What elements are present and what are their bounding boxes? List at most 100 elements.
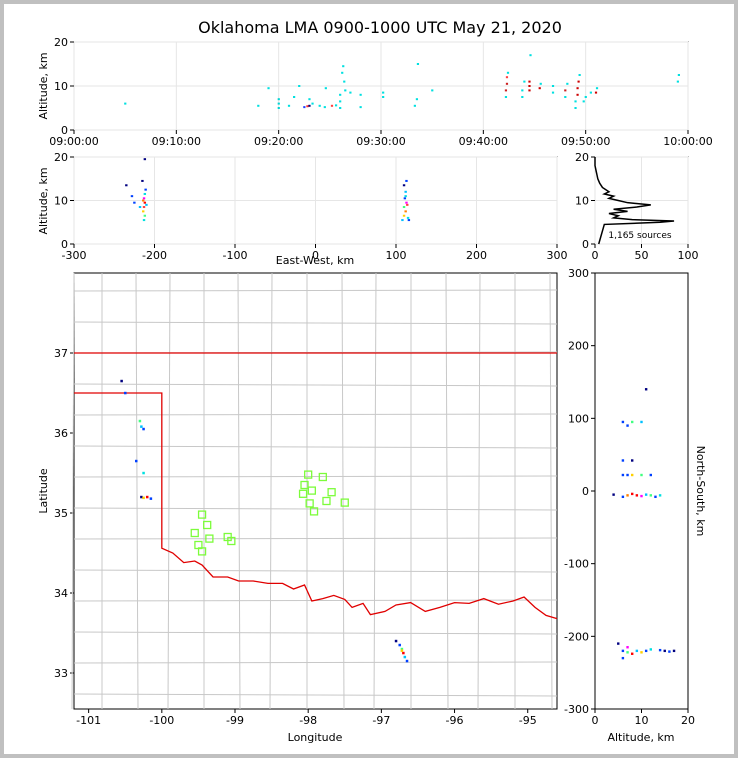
source-point xyxy=(505,82,509,85)
x-tick-label: -300 xyxy=(62,249,87,262)
source-point xyxy=(584,96,587,98)
source-point xyxy=(521,89,524,92)
source-point xyxy=(431,89,434,92)
station-marker xyxy=(298,489,308,498)
source-point xyxy=(668,650,671,653)
source-point xyxy=(144,188,147,191)
y-tick-label: 0 xyxy=(61,238,68,251)
source-point xyxy=(626,424,629,427)
source-point xyxy=(402,214,406,217)
y-tick-label: 300 xyxy=(568,267,589,280)
source-point xyxy=(277,102,280,105)
source-point xyxy=(142,197,146,200)
source-point xyxy=(143,214,147,217)
source-point xyxy=(145,495,149,499)
y-tick-label: 36 xyxy=(54,427,68,440)
altitude-ns-ylabel: North-South, km xyxy=(694,446,707,537)
y-tick-label: -200 xyxy=(564,630,589,643)
time-altitude-points xyxy=(124,54,680,109)
tick-group: 0 50 100 0 10 20 xyxy=(575,151,699,262)
source-point xyxy=(339,93,342,96)
source-point xyxy=(405,659,409,663)
source-point xyxy=(578,74,581,76)
county-line xyxy=(73,693,558,697)
y-tick-label: 20 xyxy=(54,36,68,49)
county-line xyxy=(237,272,241,710)
y-tick-label: 34 xyxy=(54,587,68,600)
y-tick-label: 10 xyxy=(575,195,589,208)
x-tick-label: 09:30:00 xyxy=(356,135,405,148)
y-tick-label: 100 xyxy=(568,412,589,425)
x-tick-label: -96 xyxy=(446,714,464,727)
source-point xyxy=(595,87,599,90)
county-line xyxy=(167,272,171,710)
source-point xyxy=(504,89,508,92)
source-point xyxy=(621,495,625,499)
x-tick-label: 50 xyxy=(635,249,649,262)
x-tick-label: 09:40:00 xyxy=(459,135,508,148)
source-point xyxy=(124,102,127,105)
altitude-ns-axes xyxy=(594,272,689,710)
source-point xyxy=(415,98,419,101)
source-point xyxy=(635,494,639,497)
source-point xyxy=(663,649,666,653)
station-marker xyxy=(197,547,207,556)
county-line xyxy=(269,272,273,710)
source-point xyxy=(505,76,509,79)
x-tick-label: -99 xyxy=(226,714,244,727)
map-source-points xyxy=(120,379,409,663)
y-tick-label: 20 xyxy=(575,151,589,164)
x-tick-label: 09:20:00 xyxy=(254,135,303,148)
source-point xyxy=(621,459,625,462)
map-ylabel: Latitude xyxy=(37,468,50,514)
source-point xyxy=(142,496,145,500)
source-point xyxy=(402,651,405,655)
x-tick-label: 100 xyxy=(678,249,699,262)
source-point xyxy=(506,71,510,74)
county-line xyxy=(73,537,558,540)
source-point xyxy=(631,420,634,424)
map-xlabel: Longitude xyxy=(288,731,343,744)
source-point xyxy=(142,219,146,222)
source-point xyxy=(339,107,342,109)
county-line xyxy=(71,272,75,710)
y-tick-label: 20 xyxy=(54,151,68,164)
x-tick-label: 0 xyxy=(592,714,599,727)
source-point xyxy=(631,459,634,462)
county-line xyxy=(73,475,558,478)
x-tick-label: 09:00:00 xyxy=(49,135,98,148)
county-line xyxy=(477,272,481,710)
source-point xyxy=(649,648,652,651)
station-marker xyxy=(305,499,314,508)
lma-figure: Oklahoma LMA 0900-1000 UTC May 21, 2020 … xyxy=(37,18,713,744)
source-point xyxy=(398,643,401,647)
time-altitude-panel: Altitude, km 09:00:00 09:10:00 09:20:00 09:… xyxy=(37,36,713,148)
source-point xyxy=(626,494,629,497)
source-count: 1,165 sources xyxy=(608,231,672,241)
source-point xyxy=(140,495,143,499)
source-point xyxy=(617,642,620,645)
x-tick-label: 09:10:00 xyxy=(152,135,201,148)
x-tick-label: 20 xyxy=(681,714,695,727)
source-point xyxy=(277,98,280,101)
source-point xyxy=(277,107,280,109)
source-point xyxy=(404,210,407,213)
source-point xyxy=(341,71,344,74)
county-line xyxy=(73,445,558,449)
source-point xyxy=(407,219,411,222)
source-point xyxy=(626,651,629,654)
source-point xyxy=(394,639,398,643)
source-point xyxy=(649,494,652,497)
source-point xyxy=(551,85,555,87)
source-point xyxy=(130,195,134,198)
source-point xyxy=(140,425,143,428)
source-point xyxy=(538,87,541,90)
source-point xyxy=(143,158,147,161)
y-tick-label: 10 xyxy=(54,80,68,93)
source-point xyxy=(142,471,145,475)
source-point xyxy=(138,419,142,423)
source-point xyxy=(257,104,260,107)
source-point xyxy=(323,106,326,109)
source-point xyxy=(143,192,147,195)
x-tick-label: 10 xyxy=(635,714,649,727)
